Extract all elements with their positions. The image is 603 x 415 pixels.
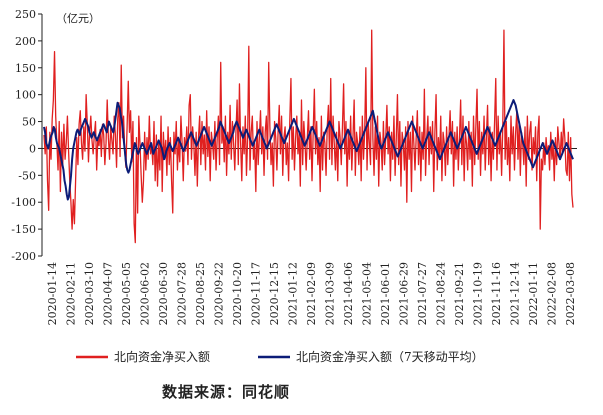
x-tick-label: 2020-12-15 bbox=[268, 262, 281, 325]
x-tick-label: 2021-02-09 bbox=[305, 262, 318, 325]
y-tick-label: 0 bbox=[29, 142, 36, 155]
x-tick-label: 2020-02-11 bbox=[65, 262, 78, 325]
y-tick-label: -50 bbox=[18, 169, 36, 182]
series-line-7day-avg bbox=[43, 99, 574, 201]
x-tick-label: 2022-03-08 bbox=[564, 262, 577, 325]
x-tick-label: 2021-07-27 bbox=[416, 262, 429, 325]
unit-label: （亿元） bbox=[56, 12, 100, 25]
y-axis: 250 200 150 100 50 0 -50 -100 -150 -200 bbox=[11, 8, 43, 263]
x-tick-label: 2020-10-20 bbox=[231, 262, 244, 325]
legend-label: 北向资金净买入额（7天移动平均） bbox=[296, 349, 484, 364]
y-tick-label: 50 bbox=[22, 116, 36, 129]
y-tick-label: -150 bbox=[11, 223, 36, 236]
legend: 北向资金净买入额 北向资金净买入额（7天移动平均） bbox=[76, 349, 484, 364]
x-tick-label: 2020-01-14 bbox=[46, 262, 59, 325]
x-tick-label: 2021-01-12 bbox=[287, 262, 300, 325]
series-line-daily bbox=[43, 29, 574, 244]
x-tick-label: 2021-12-14 bbox=[509, 262, 522, 325]
x-tick-label: 2021-06-01 bbox=[379, 262, 392, 325]
x-tick-label: 2022-01-11 bbox=[527, 262, 540, 325]
x-tick-label: 2021-05-04 bbox=[361, 262, 374, 325]
x-tick-label: 2021-08-24 bbox=[435, 262, 448, 325]
x-tick-label: 2021-10-19 bbox=[472, 262, 485, 325]
x-tick-label: 2021-04-06 bbox=[342, 262, 355, 325]
x-tick-label: 2020-09-22 bbox=[213, 262, 226, 325]
x-axis: 2020-01-14 2020-02-11 2020-03-10 2020-04-07… bbox=[46, 262, 577, 325]
legend-label: 北向资金净买入额 bbox=[114, 349, 210, 364]
x-tick-label: 2021-03-09 bbox=[324, 262, 337, 325]
y-tick-label: 150 bbox=[15, 62, 36, 75]
y-tick-label: 100 bbox=[15, 89, 36, 102]
y-tick-label: -100 bbox=[11, 196, 36, 209]
x-tick-label: 2022-02-08 bbox=[546, 262, 559, 325]
series-layer bbox=[43, 29, 574, 244]
x-tick-label: 2020-08-25 bbox=[194, 262, 207, 325]
y-tick-label: 200 bbox=[15, 35, 36, 48]
x-tick-label: 2020-04-07 bbox=[102, 262, 115, 325]
x-tick-label: 2020-03-10 bbox=[83, 262, 96, 325]
source-label: 数据来源：同花顺 bbox=[162, 383, 291, 401]
x-tick-label: 2020-06-02 bbox=[139, 262, 152, 325]
y-tick-label: -200 bbox=[11, 250, 36, 263]
x-tick-label: 2020-07-28 bbox=[176, 262, 189, 325]
x-tick-label: 2021-09-21 bbox=[453, 262, 466, 325]
x-tick-label: 2021-11-16 bbox=[490, 262, 503, 325]
x-tick-label: 2020-06-30 bbox=[157, 262, 170, 325]
x-tick-label: 2020-11-17 bbox=[250, 262, 263, 325]
x-tick-label: 2021-06-29 bbox=[398, 262, 411, 325]
x-tick-label: 2020-05-05 bbox=[120, 262, 133, 325]
y-tick-label: 250 bbox=[15, 8, 36, 21]
